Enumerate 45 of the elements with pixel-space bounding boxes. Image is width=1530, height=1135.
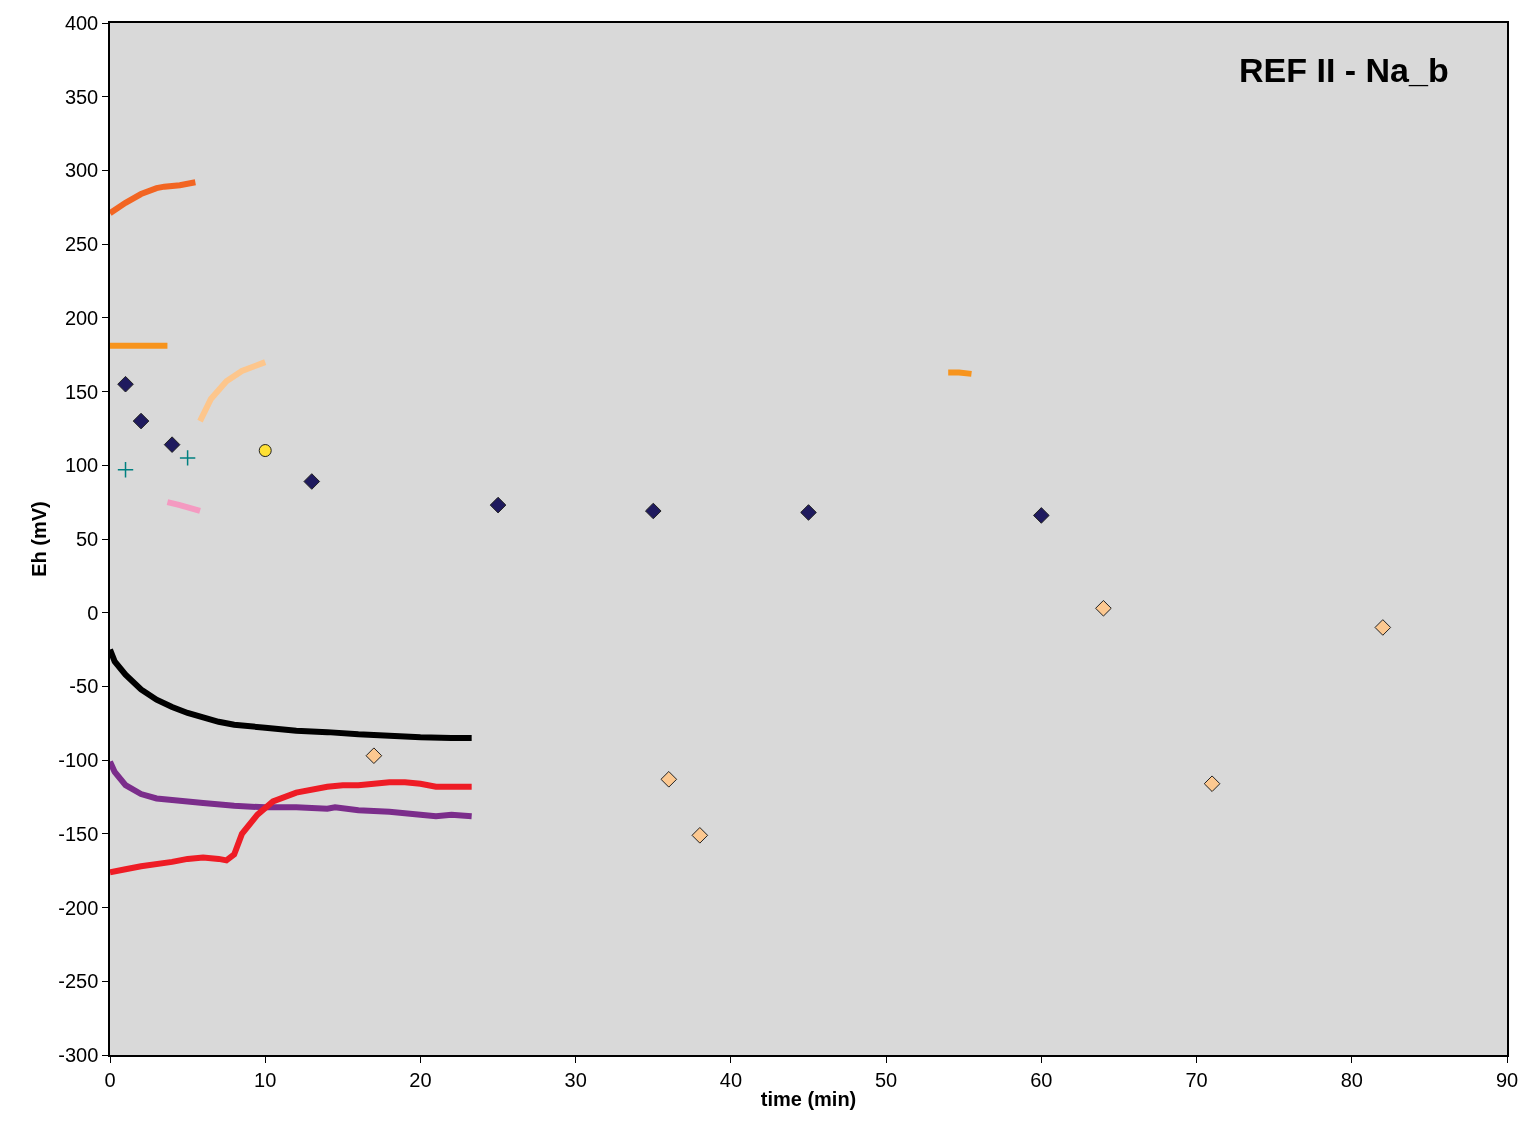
point <box>489 496 507 514</box>
x-tick-label: 70 <box>1185 1068 1208 1091</box>
point <box>1203 775 1221 793</box>
x-tick-label: 50 <box>874 1068 898 1091</box>
y-tick-label: -300 <box>58 1044 99 1066</box>
x-tick-label: 30 <box>564 1068 587 1091</box>
y-tick-label: -200 <box>58 896 99 919</box>
y-tick-label: -100 <box>58 749 99 772</box>
y-tick-label: 50 <box>76 528 99 550</box>
x-tick-label: 90 <box>1495 1068 1519 1091</box>
y-axis-title: Eh (mV) <box>28 501 51 577</box>
point <box>132 412 150 430</box>
x-tick-label: 80 <box>1340 1068 1363 1091</box>
point <box>365 747 383 765</box>
y-tick-label: 350 <box>64 85 99 108</box>
point <box>117 375 134 393</box>
y-tick-label: 100 <box>64 454 99 477</box>
point <box>660 771 678 788</box>
y-tick-label: 150 <box>64 380 99 403</box>
point <box>179 449 197 467</box>
y-tick-label: -50 <box>69 675 99 698</box>
point <box>163 436 181 453</box>
point <box>1033 507 1050 524</box>
point <box>303 473 321 490</box>
x-tick-label: 60 <box>1030 1068 1053 1091</box>
x-axis-title: time (min) <box>760 1087 857 1110</box>
x-tick-label: 0 <box>104 1068 116 1091</box>
y-tick-label: 0 <box>87 601 99 624</box>
point <box>800 504 817 521</box>
point <box>1374 619 1392 636</box>
x-tick-label: 20 <box>409 1068 432 1091</box>
y-tick-label: -250 <box>58 970 99 993</box>
y-tick-label: -150 <box>58 822 99 845</box>
x-tick-label: 40 <box>719 1068 743 1091</box>
text: REF II - Na_b <box>1239 51 1449 89</box>
point <box>644 502 662 520</box>
x-tick-label: 10 <box>254 1068 277 1091</box>
point <box>258 444 272 458</box>
y-tick-label: 250 <box>64 233 99 256</box>
y-tick-label: 400 <box>64 12 99 34</box>
point <box>1095 599 1112 617</box>
y-tick-label: 200 <box>64 306 99 329</box>
point <box>691 827 709 844</box>
point <box>117 461 134 479</box>
y-tick-label: 300 <box>64 159 99 182</box>
